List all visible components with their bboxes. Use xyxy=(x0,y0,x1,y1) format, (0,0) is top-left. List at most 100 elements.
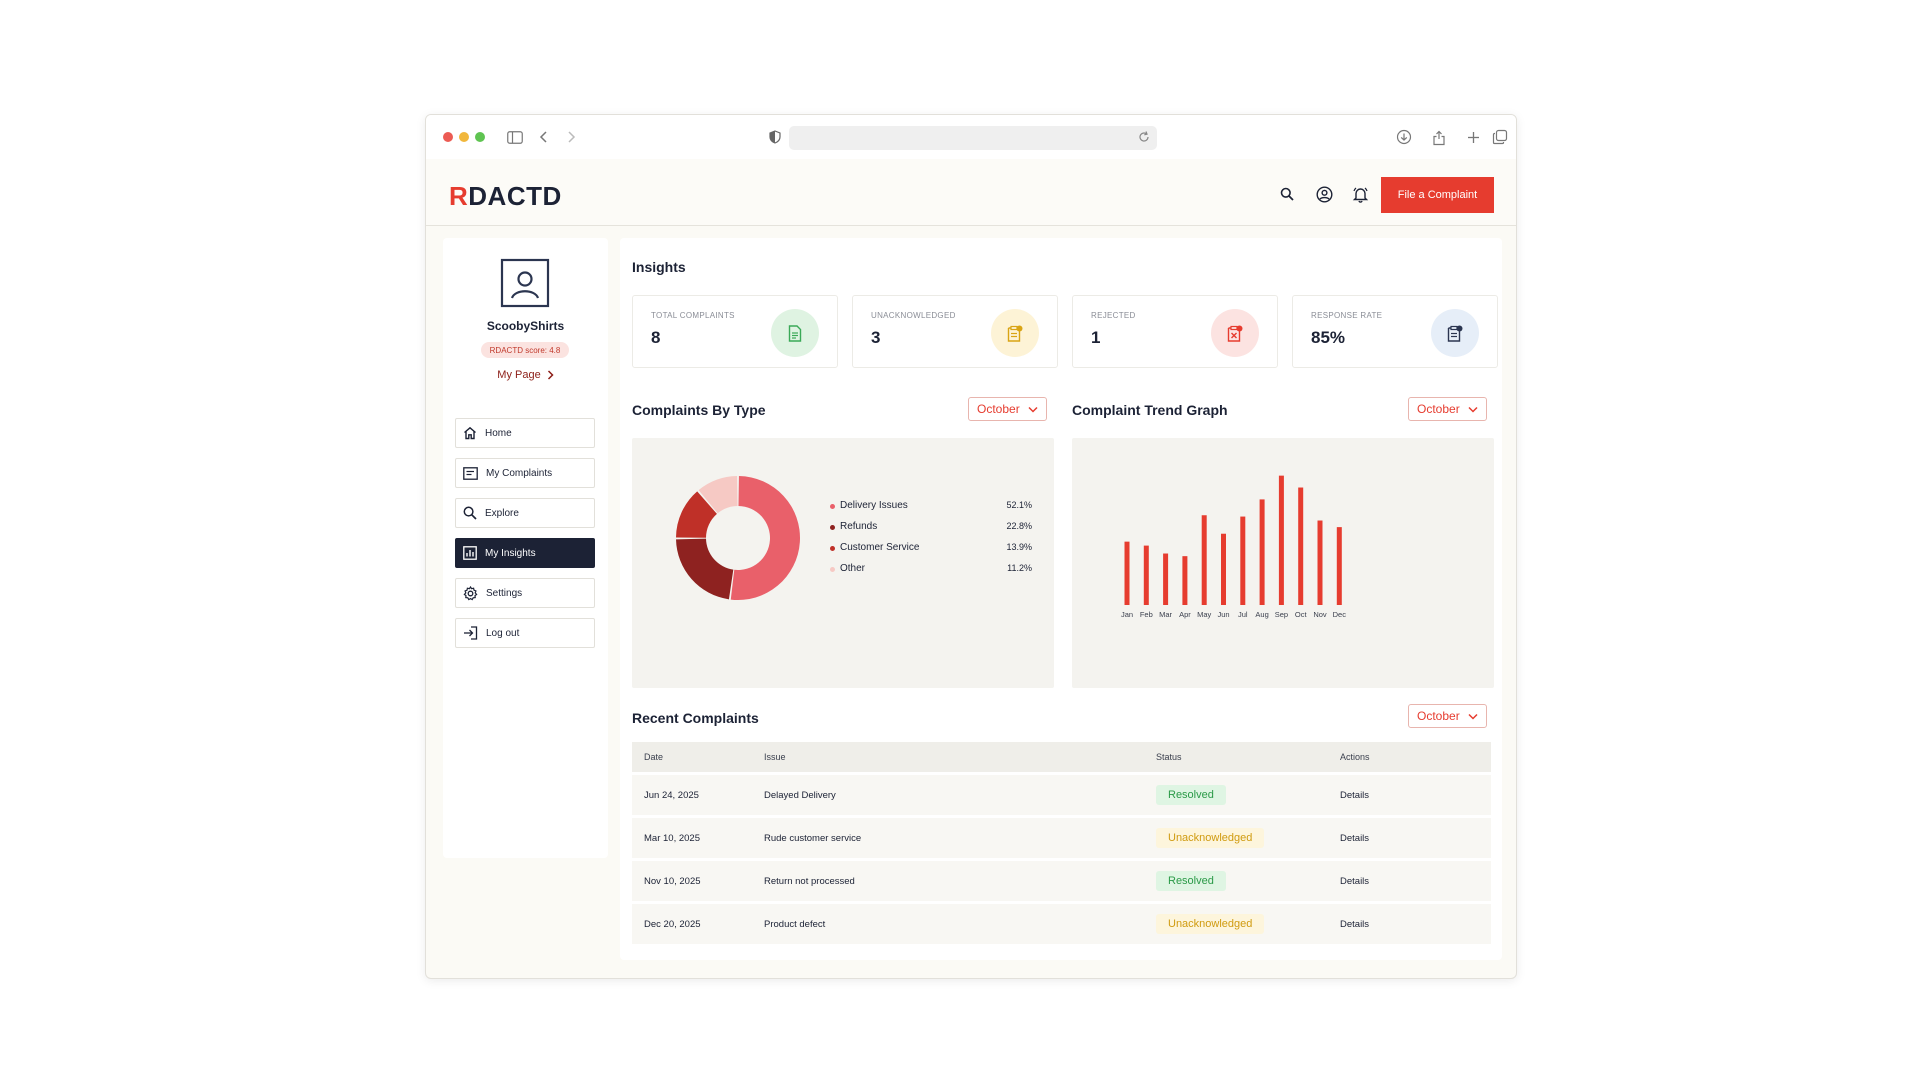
bar-dec[interactable] xyxy=(1336,527,1342,605)
sidebar-item-label: Log out xyxy=(486,627,520,639)
minimize-window-button[interactable] xyxy=(459,132,469,142)
stat-value: 8 xyxy=(651,328,661,347)
cell-date: Mar 10, 2025 xyxy=(644,832,700,844)
browser-toolbar xyxy=(426,115,1516,159)
sidebar-item-explore[interactable]: Explore xyxy=(455,498,595,528)
main-content: Insights TOTAL COMPLAINTS 8 UNACKNOWLEDG… xyxy=(620,238,1502,960)
stat-label: TOTAL COMPLAINTS xyxy=(651,311,735,320)
sidebar-item-my-insights[interactable]: My Insights xyxy=(455,538,595,568)
bar-may[interactable] xyxy=(1201,515,1207,605)
download-icon[interactable] xyxy=(1393,126,1415,148)
table-row[interactable]: Dec 20, 2025 Product defect Unacknowledg… xyxy=(632,904,1491,944)
by-type-month-dropdown[interactable]: October xyxy=(968,397,1047,421)
response-document-icon xyxy=(1431,309,1479,357)
x-tick-label: May xyxy=(1197,610,1211,619)
complaint-trend-chart: Jan Feb Mar Apr May Jun Jul Aug Sep Oct Nov Dec xyxy=(1072,438,1494,688)
bar-jan[interactable] xyxy=(1124,541,1130,605)
stat-card-rejected: REJECTED 1 xyxy=(1072,295,1278,368)
sidebar-item-log-out[interactable]: Log out xyxy=(455,618,595,648)
bar-chart: Jan Feb Mar Apr May Jun Jul Aug Sep Oct Nov Dec xyxy=(1121,475,1347,619)
x-tick-label: Jan xyxy=(1121,610,1133,619)
pending-document-icon xyxy=(991,309,1039,357)
x-tick-label: Apr xyxy=(1179,610,1191,619)
search-icon[interactable] xyxy=(1277,184,1297,204)
dropdown-value: October xyxy=(1417,402,1460,416)
pie-slice-delivery-issues[interactable] xyxy=(730,476,800,600)
legend-value: 13.9% xyxy=(1006,542,1032,552)
bar-nov[interactable] xyxy=(1317,520,1323,605)
document-icon xyxy=(771,309,819,357)
avatar[interactable] xyxy=(500,258,550,308)
bar-jun[interactable] xyxy=(1221,533,1226,605)
account-icon[interactable] xyxy=(1314,184,1334,204)
reload-icon[interactable] xyxy=(1137,130,1151,149)
details-link[interactable]: Details xyxy=(1340,875,1370,887)
new-tab-icon[interactable] xyxy=(1462,126,1484,148)
complaint-trend-title: Complaint Trend Graph xyxy=(1072,402,1228,418)
legend-item: Delivery Issues 52.1% xyxy=(830,500,1032,514)
search-icon xyxy=(463,506,477,520)
bar-jul[interactable] xyxy=(1240,516,1246,605)
close-window-button[interactable] xyxy=(443,132,453,142)
chevron-down-icon xyxy=(1468,406,1478,413)
bar-mar[interactable] xyxy=(1163,553,1169,605)
bar-aug[interactable] xyxy=(1259,499,1265,605)
app-logo[interactable]: RDACTD xyxy=(449,181,562,211)
sidebar-toggle-icon[interactable] xyxy=(504,126,526,148)
bar-oct[interactable] xyxy=(1298,487,1304,605)
cell-issue: Product defect xyxy=(764,918,826,930)
dropdown-value: October xyxy=(1417,709,1460,723)
legend-item: Customer Service 13.9% xyxy=(830,542,1032,556)
stat-label: REJECTED xyxy=(1091,311,1136,320)
chevron-down-icon xyxy=(1468,713,1478,720)
browser-window: RDACTD File a Complaint ScoobyShirts RDA… xyxy=(425,114,1517,979)
table-row[interactable]: Mar 10, 2025 Rude customer service Unack… xyxy=(632,818,1491,858)
privacy-shield-icon[interactable] xyxy=(764,126,786,148)
bar-apr[interactable] xyxy=(1182,556,1188,605)
back-icon[interactable] xyxy=(533,126,555,148)
legend-label: Delivery Issues xyxy=(840,500,908,511)
recent-complaints-table: Date Issue Status Actions Jun 24, 2025 D… xyxy=(632,742,1491,944)
sidebar-item-home[interactable]: Home xyxy=(455,418,595,448)
chevron-right-icon xyxy=(547,370,554,380)
sidebar-item-my-complaints[interactable]: My Complaints xyxy=(455,458,595,488)
details-link[interactable]: Details xyxy=(1340,918,1370,930)
rejected-document-icon xyxy=(1211,309,1259,357)
cell-date: Dec 20, 2025 xyxy=(644,918,701,930)
my-page-link[interactable]: My Page xyxy=(443,369,608,381)
tab-overview-icon[interactable] xyxy=(1489,126,1511,148)
share-icon[interactable] xyxy=(1428,126,1450,148)
sidebar-item-label: My Complaints xyxy=(486,467,553,479)
file-complaint-button[interactable]: File a Complaint xyxy=(1381,177,1494,213)
legend-value: 52.1% xyxy=(1006,500,1032,510)
maximize-window-button[interactable] xyxy=(475,132,485,142)
table-row[interactable]: Nov 10, 2025 Return not processed Resolv… xyxy=(632,861,1491,901)
column-header-date: Date xyxy=(644,752,664,762)
pie-slice-other[interactable] xyxy=(698,476,738,514)
pie-slice-customer-service[interactable] xyxy=(676,491,717,538)
details-link[interactable]: Details xyxy=(1340,832,1370,844)
table-row[interactable]: Jun 24, 2025 Delayed Delivery Resolved D… xyxy=(632,775,1491,815)
x-tick-label: Feb xyxy=(1140,610,1153,619)
complaints-by-type-title: Complaints By Type xyxy=(632,402,766,418)
notification-bell-icon[interactable] xyxy=(1350,184,1370,204)
pie-slice-refunds[interactable] xyxy=(676,538,734,600)
x-tick-label: Dec xyxy=(1333,610,1347,619)
trend-month-dropdown[interactable]: October xyxy=(1408,397,1487,421)
bar-feb[interactable] xyxy=(1143,545,1149,605)
details-link[interactable]: Details xyxy=(1340,789,1370,801)
x-tick-label: Jun xyxy=(1217,610,1229,619)
x-tick-label: Sep xyxy=(1275,610,1288,619)
cell-issue: Return not processed xyxy=(764,875,855,887)
recent-month-dropdown[interactable]: October xyxy=(1408,704,1487,728)
stat-card-unacknowledged: UNACKNOWLEDGED 3 xyxy=(852,295,1058,368)
home-icon xyxy=(464,426,476,440)
legend-label: Other xyxy=(840,563,866,574)
complaints-by-type-chart: Delivery Issues 52.1% Refunds 22.8% Customer… xyxy=(632,438,1054,688)
legend-label: Refunds xyxy=(840,521,878,532)
bar-sep[interactable] xyxy=(1278,475,1284,605)
forward-icon[interactable] xyxy=(560,126,582,148)
sidebar-item-settings[interactable]: Settings xyxy=(455,578,595,608)
address-bar[interactable] xyxy=(789,126,1157,150)
x-tick-label: Nov xyxy=(1313,610,1327,619)
